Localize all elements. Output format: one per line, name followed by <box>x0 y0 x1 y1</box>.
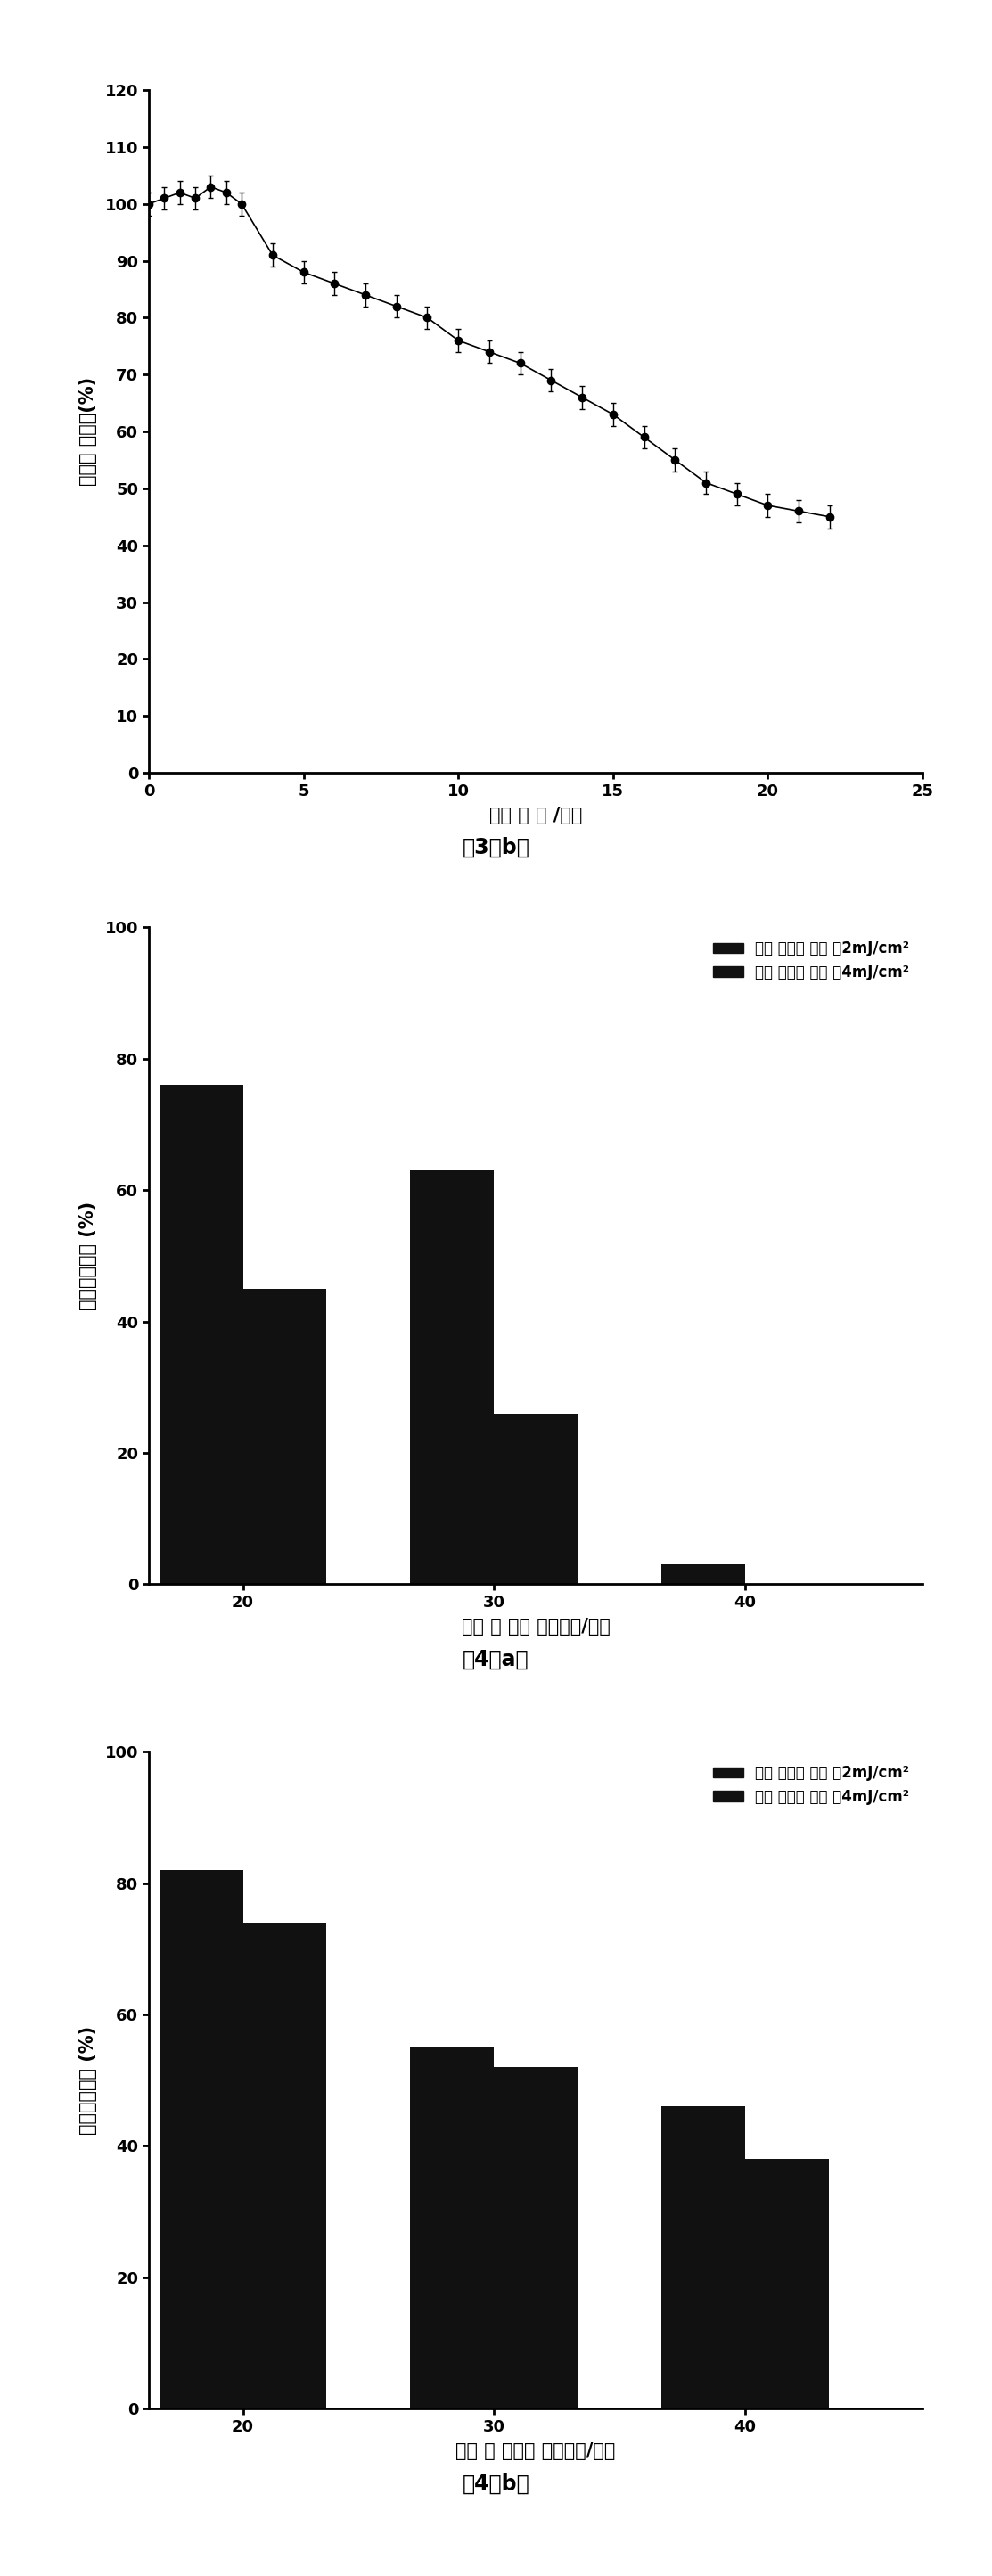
Bar <box>494 2066 577 2409</box>
Bar <box>411 1170 494 1584</box>
Bar <box>745 2159 828 2409</box>
Bar <box>160 1084 243 1584</box>
Bar <box>243 1288 326 1584</box>
X-axis label: 光敏 剂 浓度 （微摩尔/升）: 光敏 剂 浓度 （微摩尔/升） <box>461 1618 610 1636</box>
Text: 图3（b）: 图3（b） <box>462 837 530 858</box>
Legend: 光剂 量为每 个脉 儦2mJ/cm², 光剂 量为每 个脉 儦4mJ/cm²: 光剂 量为每 个脉 儦2mJ/cm², 光剂 量为每 个脉 儦4mJ/cm² <box>707 935 916 987</box>
Bar <box>494 1414 577 1584</box>
Y-axis label: 血管径的改变 (%): 血管径的改变 (%) <box>79 2025 97 2136</box>
Text: 图4（a）: 图4（a） <box>462 1649 530 1669</box>
Bar <box>411 2048 494 2409</box>
Bar <box>160 1870 243 2409</box>
X-axis label: 光敏 剂 量浓度 （微摩尔/升）: 光敏 剂 量浓度 （微摩尔/升） <box>455 2442 616 2460</box>
Y-axis label: 血管径的改变 (%): 血管径的改变 (%) <box>79 1200 97 1311</box>
X-axis label: 光照 时 间 /分钟: 光照 时 间 /分钟 <box>489 806 582 824</box>
Bar <box>661 1564 745 1584</box>
Text: 图4（b）: 图4（b） <box>462 2473 530 2494</box>
Bar <box>243 1922 326 2409</box>
Bar <box>661 2107 745 2409</box>
Legend: 光剂 量为每 个脉 儦2mJ/cm², 光剂 量为每 个脉 儦4mJ/cm²: 光剂 量为每 个脉 儦2mJ/cm², 光剂 量为每 个脉 儦4mJ/cm² <box>707 1759 916 1811</box>
Y-axis label: 血管径 的变化(%): 血管径 的变化(%) <box>79 376 97 487</box>
